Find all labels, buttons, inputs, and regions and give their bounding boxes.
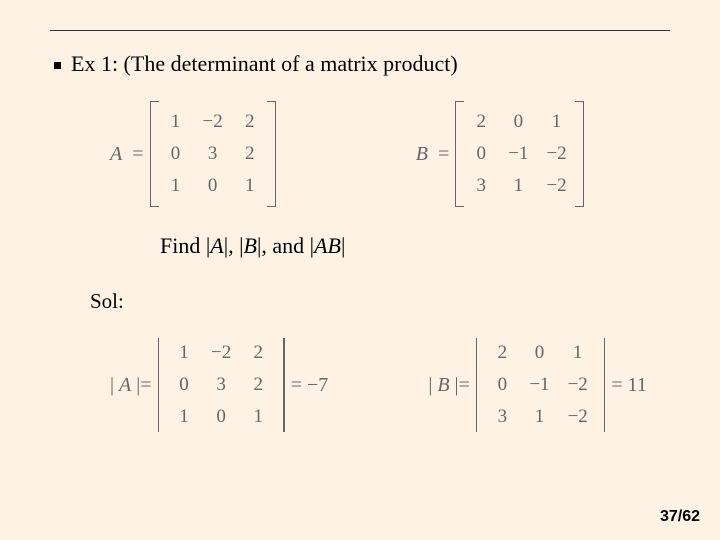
det-cell: 1 bbox=[568, 342, 588, 364]
det-B-grid: 2 0 1 0 −1 −2 3 1 −2 bbox=[483, 334, 597, 436]
matrix-cell: 0 bbox=[167, 143, 185, 165]
det-cell: 1 bbox=[529, 406, 549, 428]
matrix-A-grid: 1 −2 2 0 3 2 1 0 1 bbox=[159, 101, 267, 207]
matrix-cell: 1 bbox=[546, 111, 566, 133]
matrix-B-label: B bbox=[416, 143, 428, 166]
det-B-label: | B |= bbox=[428, 374, 470, 397]
equals: = bbox=[140, 374, 151, 396]
det-cell: 0 bbox=[175, 374, 193, 396]
title-row: Ex 1: (The determinant of a matrix produ… bbox=[54, 51, 670, 77]
det-var: B bbox=[437, 374, 449, 396]
find-AB: AB bbox=[314, 233, 341, 258]
matrix-cell: 1 bbox=[241, 175, 259, 197]
vbar-icon bbox=[158, 338, 160, 432]
matrix-cell: 0 bbox=[508, 111, 528, 133]
matrix-cell: −2 bbox=[203, 111, 223, 133]
det-cell: 2 bbox=[249, 374, 267, 396]
find-text: Find | bbox=[160, 233, 210, 258]
vbar-icon bbox=[283, 338, 285, 432]
bar-text: | bbox=[428, 374, 437, 396]
matrix-A-equals: = bbox=[132, 143, 143, 166]
det-cell: 0 bbox=[211, 406, 231, 428]
det-cell: −2 bbox=[211, 342, 231, 364]
matrix-cell: 3 bbox=[203, 143, 223, 165]
matrix-cell: 2 bbox=[241, 143, 259, 165]
find-line: Find |A|, |B|, and |AB| bbox=[160, 233, 670, 259]
det-cell: 3 bbox=[211, 374, 231, 396]
find-text: | bbox=[341, 233, 345, 258]
vbar-icon bbox=[476, 338, 478, 432]
det-A: | A |= 1 −2 2 0 3 2 1 0 1 = −7 bbox=[110, 334, 328, 436]
det-cell: 0 bbox=[493, 374, 511, 396]
right-bracket-icon bbox=[267, 101, 276, 207]
det-B-result: = 11 bbox=[611, 374, 647, 397]
left-bracket-icon bbox=[455, 101, 464, 207]
det-cell: 1 bbox=[175, 342, 193, 364]
det-cell: 2 bbox=[249, 342, 267, 364]
matrix-cell: 2 bbox=[472, 111, 490, 133]
matrix-cell: 0 bbox=[472, 143, 490, 165]
matrix-cell: −2 bbox=[546, 143, 566, 165]
matrix-cell: 1 bbox=[167, 175, 185, 197]
page-number: 37/62 bbox=[660, 508, 700, 526]
equals: = bbox=[459, 374, 470, 396]
matrix-cell: −1 bbox=[508, 143, 528, 165]
det-cell: 0 bbox=[529, 342, 549, 364]
matrix-B: B = 2 0 1 0 −1 −2 3 1 −2 bbox=[416, 101, 584, 207]
bar-text: | bbox=[131, 374, 140, 396]
det-A-grid: 1 −2 2 0 3 2 1 0 1 bbox=[165, 334, 277, 436]
matrix-A: A = 1 −2 2 0 3 2 1 0 1 bbox=[110, 101, 276, 207]
slide-title: Ex 1: (The determinant of a matrix produ… bbox=[71, 51, 458, 77]
matrix-cell: 2 bbox=[241, 111, 259, 133]
matrix-cell: 3 bbox=[472, 175, 490, 197]
matrix-cell: −2 bbox=[546, 175, 566, 197]
bar-text: | bbox=[450, 374, 459, 396]
matrix-cell: 1 bbox=[167, 111, 185, 133]
top-divider bbox=[50, 30, 670, 31]
matrix-cell: 1 bbox=[508, 175, 528, 197]
det-B: | B |= 2 0 1 0 −1 −2 3 1 −2 = 11 bbox=[428, 334, 647, 436]
det-cell: −2 bbox=[568, 406, 588, 428]
determinants-row: | A |= 1 −2 2 0 3 2 1 0 1 = −7 | B |= 2 … bbox=[110, 334, 670, 436]
det-A-label: | A |= bbox=[110, 374, 152, 397]
right-bracket-icon bbox=[575, 101, 584, 207]
matrix-A-brackets: 1 −2 2 0 3 2 1 0 1 bbox=[150, 101, 276, 207]
matrix-B-equals: = bbox=[438, 143, 449, 166]
matrix-B-grid: 2 0 1 0 −1 −2 3 1 −2 bbox=[464, 101, 574, 207]
bullet-icon bbox=[54, 62, 61, 69]
det-cell: 3 bbox=[493, 406, 511, 428]
solution-label: Sol: bbox=[90, 289, 670, 314]
det-A-result: = −7 bbox=[291, 374, 329, 397]
det-cell: −1 bbox=[529, 374, 549, 396]
det-cell: 1 bbox=[249, 406, 267, 428]
det-cell: 1 bbox=[175, 406, 193, 428]
find-A: A bbox=[210, 233, 223, 258]
left-bracket-icon bbox=[150, 101, 159, 207]
find-B: B bbox=[244, 233, 257, 258]
matrix-B-brackets: 2 0 1 0 −1 −2 3 1 −2 bbox=[455, 101, 583, 207]
det-var: A bbox=[119, 374, 131, 396]
vbar-icon bbox=[604, 338, 606, 432]
find-text: |, | bbox=[224, 233, 244, 258]
bar-text: | bbox=[110, 374, 119, 396]
det-cell: 2 bbox=[493, 342, 511, 364]
matrix-cell: 0 bbox=[203, 175, 223, 197]
find-text: |, and | bbox=[257, 233, 314, 258]
det-cell: −2 bbox=[568, 374, 588, 396]
matrices-row: A = 1 −2 2 0 3 2 1 0 1 B = bbox=[110, 101, 670, 207]
matrix-A-label: A bbox=[110, 143, 122, 166]
